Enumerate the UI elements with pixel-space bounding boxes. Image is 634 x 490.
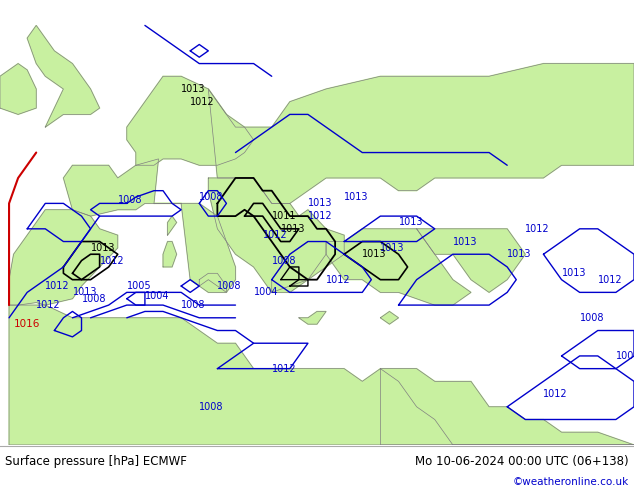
- Polygon shape: [27, 25, 100, 127]
- Polygon shape: [326, 229, 471, 305]
- Polygon shape: [63, 159, 158, 216]
- Polygon shape: [380, 368, 634, 445]
- Polygon shape: [272, 242, 326, 293]
- Text: 1013: 1013: [380, 243, 405, 253]
- Text: 1012: 1012: [543, 389, 568, 399]
- Polygon shape: [226, 381, 435, 445]
- Text: 1012: 1012: [100, 256, 124, 266]
- Text: Surface pressure [hPa] ECMWF: Surface pressure [hPa] ECMWF: [5, 455, 187, 468]
- Text: 1013: 1013: [308, 198, 332, 208]
- Text: 1012: 1012: [45, 281, 70, 291]
- Text: 1013: 1013: [72, 287, 97, 297]
- Text: 1013: 1013: [181, 84, 205, 94]
- Text: 1008: 1008: [199, 192, 224, 202]
- Text: 1013: 1013: [281, 224, 306, 234]
- Text: 1013: 1013: [453, 237, 477, 246]
- Polygon shape: [0, 64, 36, 114]
- Text: Mo 10-06-2024 00:00 UTC (06+138): Mo 10-06-2024 00:00 UTC (06+138): [415, 455, 629, 468]
- Text: 1008: 1008: [82, 294, 106, 304]
- Text: 1008: 1008: [579, 313, 604, 323]
- Text: 1012: 1012: [326, 275, 351, 285]
- Text: 1012: 1012: [272, 364, 296, 374]
- Text: ©weatheronline.co.uk: ©weatheronline.co.uk: [513, 477, 629, 487]
- Text: 1004: 1004: [254, 287, 278, 297]
- Text: 1008: 1008: [118, 195, 142, 205]
- Polygon shape: [199, 273, 226, 293]
- Text: 1013: 1013: [399, 218, 423, 227]
- Text: 1004: 1004: [145, 291, 169, 301]
- Text: 1011: 1011: [272, 211, 296, 221]
- Polygon shape: [417, 229, 526, 293]
- Polygon shape: [154, 203, 235, 293]
- Text: 1012: 1012: [262, 230, 287, 240]
- Text: 1012: 1012: [526, 224, 550, 234]
- Text: 1016: 1016: [13, 319, 40, 329]
- Polygon shape: [9, 210, 118, 305]
- Text: 1012: 1012: [190, 97, 215, 107]
- Polygon shape: [167, 216, 177, 235]
- Text: 1012: 1012: [598, 275, 623, 285]
- Text: 1013: 1013: [507, 249, 532, 259]
- Text: 1013: 1013: [344, 192, 369, 202]
- Polygon shape: [127, 76, 254, 165]
- Polygon shape: [163, 242, 177, 267]
- Text: 1013: 1013: [562, 269, 586, 278]
- Text: 1013: 1013: [362, 249, 387, 259]
- Polygon shape: [209, 64, 634, 203]
- Text: 1008: 1008: [272, 256, 296, 266]
- Text: 1013: 1013: [91, 243, 115, 253]
- Text: 1008: 1008: [616, 351, 634, 361]
- Text: 1012: 1012: [36, 300, 61, 310]
- Text: 1008: 1008: [217, 281, 242, 291]
- Text: 1008: 1008: [181, 300, 205, 310]
- Text: 1012: 1012: [308, 211, 333, 221]
- Text: 1005: 1005: [127, 281, 152, 291]
- Polygon shape: [299, 312, 326, 324]
- Polygon shape: [209, 178, 344, 293]
- Polygon shape: [380, 312, 399, 324]
- Text: 1008: 1008: [199, 402, 224, 412]
- Polygon shape: [9, 305, 634, 445]
